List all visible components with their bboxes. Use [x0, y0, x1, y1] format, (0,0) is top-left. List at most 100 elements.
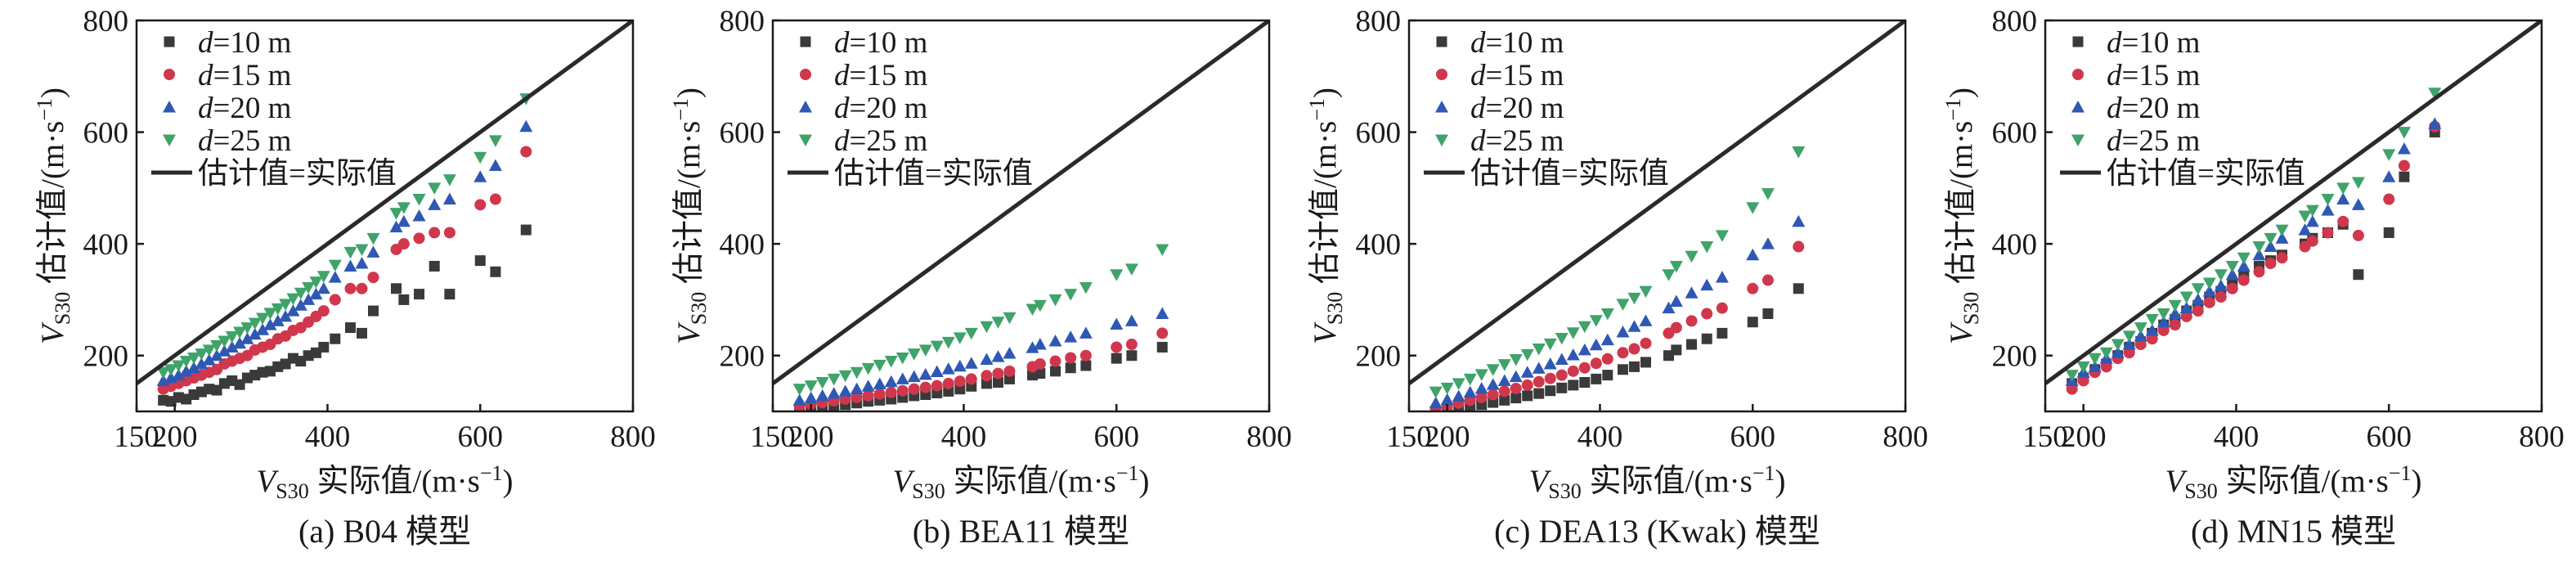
data-point: [1761, 237, 1775, 249]
data-point: [953, 359, 967, 372]
data-point: [2428, 88, 2442, 100]
legend-marker: [1435, 134, 1448, 146]
data-point: [271, 303, 285, 316]
reference-line: [137, 20, 633, 385]
data-point: [1617, 347, 1629, 359]
data-point: [896, 384, 909, 397]
data-point: [2337, 215, 2349, 227]
data-point: [210, 339, 224, 353]
legend-value: =25 m: [850, 124, 928, 158]
y-axis-superscript: −1: [1941, 98, 1965, 121]
data-point: [442, 174, 456, 186]
data-point: [444, 289, 456, 300]
data-point: [1617, 364, 1628, 375]
data-point: [2100, 361, 2112, 373]
legend-reference-label: 估计值=实际值: [834, 156, 1033, 191]
data-point: [2264, 258, 2277, 270]
data-point: [2122, 330, 2136, 343]
data-point: [218, 344, 231, 357]
data-point: [240, 332, 254, 344]
data-point: [1544, 372, 1556, 384]
data-point: [256, 312, 270, 325]
legend-marker: [163, 101, 176, 113]
data-point: [317, 305, 330, 317]
data-point: [838, 370, 852, 383]
legend-value: =15 m: [1486, 59, 1564, 92]
data-point: [2134, 322, 2147, 335]
data-point: [1498, 385, 1510, 398]
legend-symbol: d: [198, 59, 213, 92]
legend-marker: [799, 101, 812, 113]
data-point: [980, 353, 994, 365]
data-point: [1003, 312, 1016, 325]
data-point: [1497, 374, 1511, 386]
data-point: [1079, 281, 1093, 294]
data-point: [2215, 291, 2227, 303]
y-tick-label: 200: [83, 340, 129, 374]
data-point: [964, 327, 978, 340]
data-point: [2399, 171, 2410, 182]
data-point: [1662, 301, 1676, 314]
y-axis-symbol: V: [1944, 321, 1979, 344]
legend-value: =10 m: [213, 26, 292, 60]
data-point: [412, 194, 426, 206]
data-point: [1048, 294, 1062, 307]
data-point: [1474, 369, 1488, 381]
data-point: [2202, 285, 2216, 297]
x-axis-symbol: V: [892, 464, 915, 499]
data-point: [164, 364, 178, 376]
data-point: [488, 135, 502, 147]
data-point: [1510, 383, 1522, 395]
legend-label: d=20 m: [2107, 92, 2201, 125]
legend-marker: [163, 134, 176, 146]
data-point: [1452, 378, 1465, 390]
data-point: [2275, 231, 2289, 244]
data-point: [1640, 337, 1652, 349]
data-point: [2305, 214, 2319, 227]
data-point: [1747, 282, 1759, 294]
x-axis-superscript: −1: [1752, 461, 1775, 485]
data-point: [397, 202, 411, 214]
legend-label: d=15 m: [1470, 59, 1564, 92]
data-point: [520, 224, 532, 236]
data-point: [2099, 347, 2113, 360]
data-point: [1110, 317, 1124, 330]
data-point: [279, 299, 293, 311]
data-point: [2191, 293, 2205, 305]
x-tick-label: 150: [114, 420, 159, 454]
data-point: [2351, 177, 2365, 190]
data-point: [907, 348, 921, 361]
data-point: [907, 370, 921, 383]
y-axis-close: ): [1944, 88, 1979, 98]
data-point: [991, 317, 1005, 329]
data-point: [248, 317, 262, 330]
data-point: [156, 366, 170, 380]
x-tick-label: 800: [2519, 420, 2565, 454]
data-point: [1079, 326, 1093, 339]
data-point: [1578, 362, 1591, 374]
x-tick-label: 600: [2366, 420, 2412, 454]
data-point: [2428, 117, 2442, 129]
data-point: [225, 340, 239, 353]
data-point: [1566, 348, 1580, 361]
data-point: [2351, 198, 2365, 210]
data-point: [2322, 227, 2334, 239]
data-point: [2276, 252, 2288, 264]
data-point: [1602, 370, 1613, 381]
data-point: [2321, 204, 2335, 216]
data-point: [2305, 204, 2319, 218]
data-point: [1701, 308, 1713, 320]
data-point: [1532, 362, 1546, 374]
legend-value: =20 m: [213, 92, 292, 125]
data-point: [329, 294, 341, 306]
reference-line: [2045, 20, 2542, 385]
data-point: [302, 293, 316, 305]
data-point: [1124, 263, 1138, 276]
data-point: [942, 377, 954, 389]
data-point: [248, 327, 262, 340]
x-tick-label: 150: [1386, 420, 1432, 454]
data-point: [1671, 344, 1682, 356]
data-point: [1156, 327, 1169, 339]
